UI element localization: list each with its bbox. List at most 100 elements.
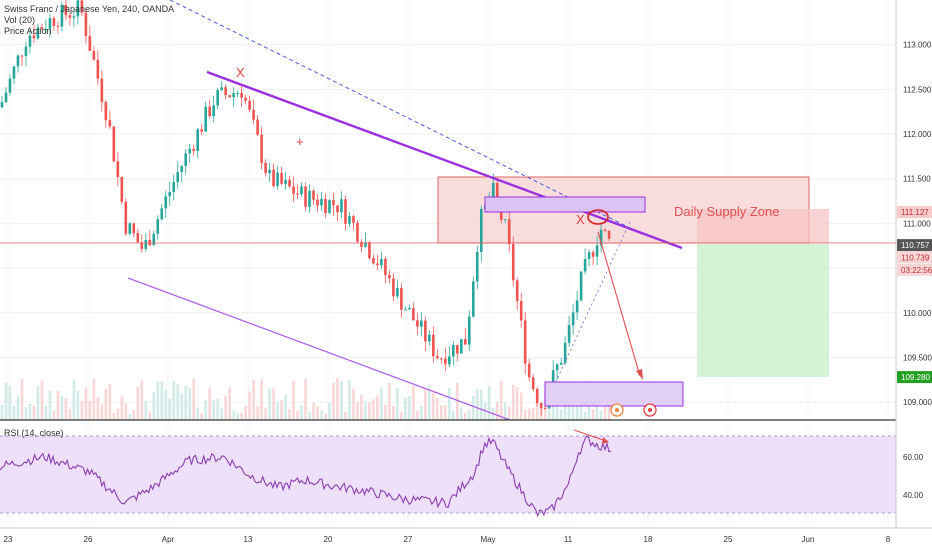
volume-bar [459,407,463,420]
candle-body [96,59,100,79]
price-tags: 111.127 110.757 110.739 03:22:56 109.280 [897,206,932,384]
volume-bar [20,379,24,420]
dotted-trendline[interactable] [169,0,631,229]
candle-body [152,233,156,246]
volume-bar [292,380,295,420]
volume-indicator-label[interactable]: Vol (20) [4,15,36,25]
volume-bar [192,378,196,420]
candle-body [12,66,16,79]
volume-bar [196,407,199,420]
candle-body [571,312,575,326]
time-tick-label: 20 [324,535,333,544]
volume-bar [420,405,423,420]
candle-body [515,280,519,302]
volume-bar [44,405,48,420]
candle-body [452,344,455,357]
candle-body [412,308,415,321]
price-tag-bg [897,239,932,252]
projection-arrow-head [636,369,643,380]
volume-bar [511,384,515,420]
target-zone[interactable] [697,244,829,377]
supply-box-purple[interactable] [484,196,646,213]
candle-body [280,172,283,184]
volume-bar [352,388,355,420]
time-tick-label: 11 [564,535,573,544]
candle-body [112,126,116,162]
candle-body [20,55,24,57]
volume-bar [312,402,315,420]
candle-body [180,166,184,173]
rsi-tick-label: 60.00 [903,453,924,462]
volume-bar [24,407,28,420]
demand-box-purple[interactable] [544,381,684,407]
volume-bars [0,378,611,420]
stop-zone[interactable] [697,209,829,243]
candle-body [448,356,451,365]
volume-bar [400,411,403,420]
projection-arrow [597,231,641,377]
candle-body [80,0,84,13]
volume-bar [132,410,136,420]
volume-bar [16,396,20,420]
candle-body [527,363,531,378]
volume-bar [551,395,555,420]
volume-bar [80,401,84,420]
candle-body [304,186,307,207]
candle-body [408,308,411,310]
volume-bar [404,397,407,420]
candle-body [68,15,72,18]
volume-bar [164,389,168,420]
touch-circle[interactable] [587,209,609,225]
event-icon[interactable] [643,403,657,417]
symbol-title[interactable]: Swiss Franc / Japanese Yen, 240, OANDA [4,4,175,14]
volume-bar [104,388,108,420]
volume-bar [527,408,531,420]
event-icon[interactable] [610,403,624,417]
volume-bar [392,405,395,420]
volume-bar [471,396,475,420]
volume-bar [84,387,88,420]
candle-body [208,106,211,117]
volume-bar [180,394,184,420]
volume-bar [376,395,379,420]
volume-bar [408,396,411,420]
volume-bar [332,382,335,420]
candle-body [16,55,20,67]
price-tag-bg [897,251,932,264]
candle-body [332,200,335,206]
price-tick-label: 111.500 [903,175,931,184]
volume-bar [495,401,499,420]
candle-body [599,229,603,246]
candle-body [316,199,319,206]
time-tick-label: 23 [4,535,13,544]
price-tag-label: 03:22:56 [901,266,932,275]
volume-bar [148,411,152,420]
price-action-indicator-label[interactable]: Price Action [4,26,52,36]
time-tick-label: 13 [244,535,253,544]
price-tag-label: 111.127 [901,208,929,217]
candle-body [88,36,92,51]
volume-bar [583,411,587,420]
candle-body [340,199,343,213]
volume-bar [340,381,343,420]
channel-top-line[interactable] [206,70,683,250]
volume-bar [100,404,104,420]
candle-body [8,78,12,93]
time-tick-label: Apr [162,535,175,544]
dotted-support-line[interactable] [544,221,631,406]
candle-body [32,35,36,39]
channel-bottom-line[interactable] [127,277,511,421]
volume-bar [48,390,52,420]
candle-body [356,222,359,242]
candle-body [188,148,192,154]
candle-body [479,208,483,252]
candle-body [296,193,299,195]
candle-body [535,389,539,404]
candle-body [579,271,583,301]
rsi-indicator-label[interactable]: RSI (14, close) [4,428,64,438]
volume-bar [96,397,100,420]
candle-body [136,233,140,243]
price-tick-label: 110.000 [903,309,932,318]
volume-bar [535,396,539,420]
